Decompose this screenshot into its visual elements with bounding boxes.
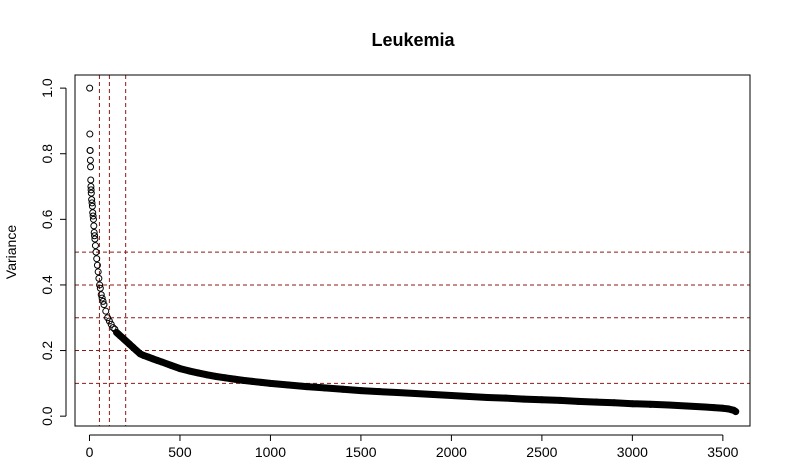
data-point xyxy=(90,228,98,236)
data-point xyxy=(109,324,117,332)
x-tick-label: 1500 xyxy=(345,444,376,460)
data-point xyxy=(88,199,96,207)
data-point xyxy=(86,156,94,164)
data-point xyxy=(88,202,96,210)
data-point xyxy=(90,222,98,230)
data-point xyxy=(87,189,95,197)
plot-frame xyxy=(74,74,751,427)
data-point xyxy=(99,297,107,305)
y-tick-label: 0.6 xyxy=(39,209,55,229)
data-point xyxy=(91,242,99,250)
data-point xyxy=(93,255,101,263)
data-point xyxy=(91,235,99,243)
x-axis: 0 500 1000 1500 2000 2500 3000 3500 xyxy=(86,434,739,460)
x-tick-label: 2500 xyxy=(526,444,557,460)
data-point xyxy=(93,261,101,269)
data-point xyxy=(86,84,94,92)
data-point xyxy=(87,176,95,184)
data-point xyxy=(87,183,95,191)
y-axis: 0.0 0.2 0.4 0.6 0.8 1.0 xyxy=(39,78,67,426)
y-axis-label: Variance xyxy=(3,225,19,279)
data-point xyxy=(86,130,94,138)
data-point xyxy=(89,215,97,223)
data-point xyxy=(87,186,95,194)
x-tick-label: 0 xyxy=(86,444,94,460)
data-point xyxy=(96,284,104,292)
data-point xyxy=(98,294,106,302)
y-tick-label: 1.0 xyxy=(39,78,55,98)
chart-title: Leukemia xyxy=(371,30,455,50)
x-tick-label: 500 xyxy=(168,444,192,460)
data-point xyxy=(89,209,97,217)
data-point xyxy=(89,212,97,220)
data-points xyxy=(86,84,740,416)
data-point xyxy=(97,291,105,299)
data-point xyxy=(88,196,96,204)
data-point xyxy=(91,232,99,240)
data-point xyxy=(95,274,103,282)
data-point xyxy=(94,268,102,276)
y-tick-label: 0.8 xyxy=(39,144,55,164)
x-tick-label: 3000 xyxy=(617,444,648,460)
x-tick-label: 1000 xyxy=(255,444,286,460)
x-tick-label: 2000 xyxy=(436,444,467,460)
dense-points-band xyxy=(113,329,740,416)
data-point xyxy=(102,307,110,315)
data-point xyxy=(86,146,94,154)
data-point xyxy=(100,301,108,309)
x-tick-label: 3500 xyxy=(707,444,738,460)
y-tick-label: 0.4 xyxy=(39,275,55,295)
y-tick-label: 0.2 xyxy=(39,341,55,361)
y-tick-label: 0.0 xyxy=(39,406,55,426)
reference-lines xyxy=(75,75,750,426)
data-point xyxy=(87,163,95,171)
data-point xyxy=(96,281,104,289)
data-point xyxy=(92,248,100,256)
